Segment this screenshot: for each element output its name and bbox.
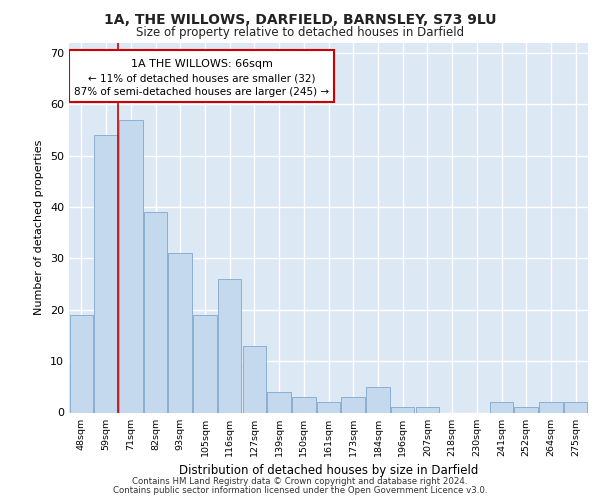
Bar: [268, 392, 291, 412]
Y-axis label: Number of detached properties: Number of detached properties: [34, 140, 44, 315]
Bar: [564, 402, 587, 412]
Bar: [366, 387, 389, 412]
Bar: [317, 402, 340, 412]
Text: Contains public sector information licensed under the Open Government Licence v3: Contains public sector information licen…: [113, 486, 487, 495]
Text: ← 11% of detached houses are smaller (32): ← 11% of detached houses are smaller (32…: [88, 74, 316, 84]
Text: 87% of semi-detached houses are larger (245) →: 87% of semi-detached houses are larger (…: [74, 87, 329, 97]
Bar: [119, 120, 143, 412]
Bar: [416, 408, 439, 412]
Bar: [94, 135, 118, 412]
Bar: [292, 397, 316, 412]
Bar: [490, 402, 513, 412]
Text: 1A, THE WILLOWS, DARFIELD, BARNSLEY, S73 9LU: 1A, THE WILLOWS, DARFIELD, BARNSLEY, S73…: [104, 12, 496, 26]
Bar: [144, 212, 167, 412]
Bar: [169, 253, 192, 412]
X-axis label: Distribution of detached houses by size in Darfield: Distribution of detached houses by size …: [179, 464, 478, 477]
Bar: [218, 279, 241, 412]
Text: Contains HM Land Registry data © Crown copyright and database right 2024.: Contains HM Land Registry data © Crown c…: [132, 477, 468, 486]
Bar: [341, 397, 365, 412]
Bar: [391, 408, 415, 412]
Bar: [242, 346, 266, 412]
Bar: [514, 408, 538, 412]
Text: 1A THE WILLOWS: 66sqm: 1A THE WILLOWS: 66sqm: [131, 60, 272, 70]
Bar: [539, 402, 563, 412]
FancyBboxPatch shape: [70, 50, 334, 102]
Text: Size of property relative to detached houses in Darfield: Size of property relative to detached ho…: [136, 26, 464, 39]
Bar: [193, 315, 217, 412]
Bar: [70, 315, 93, 412]
